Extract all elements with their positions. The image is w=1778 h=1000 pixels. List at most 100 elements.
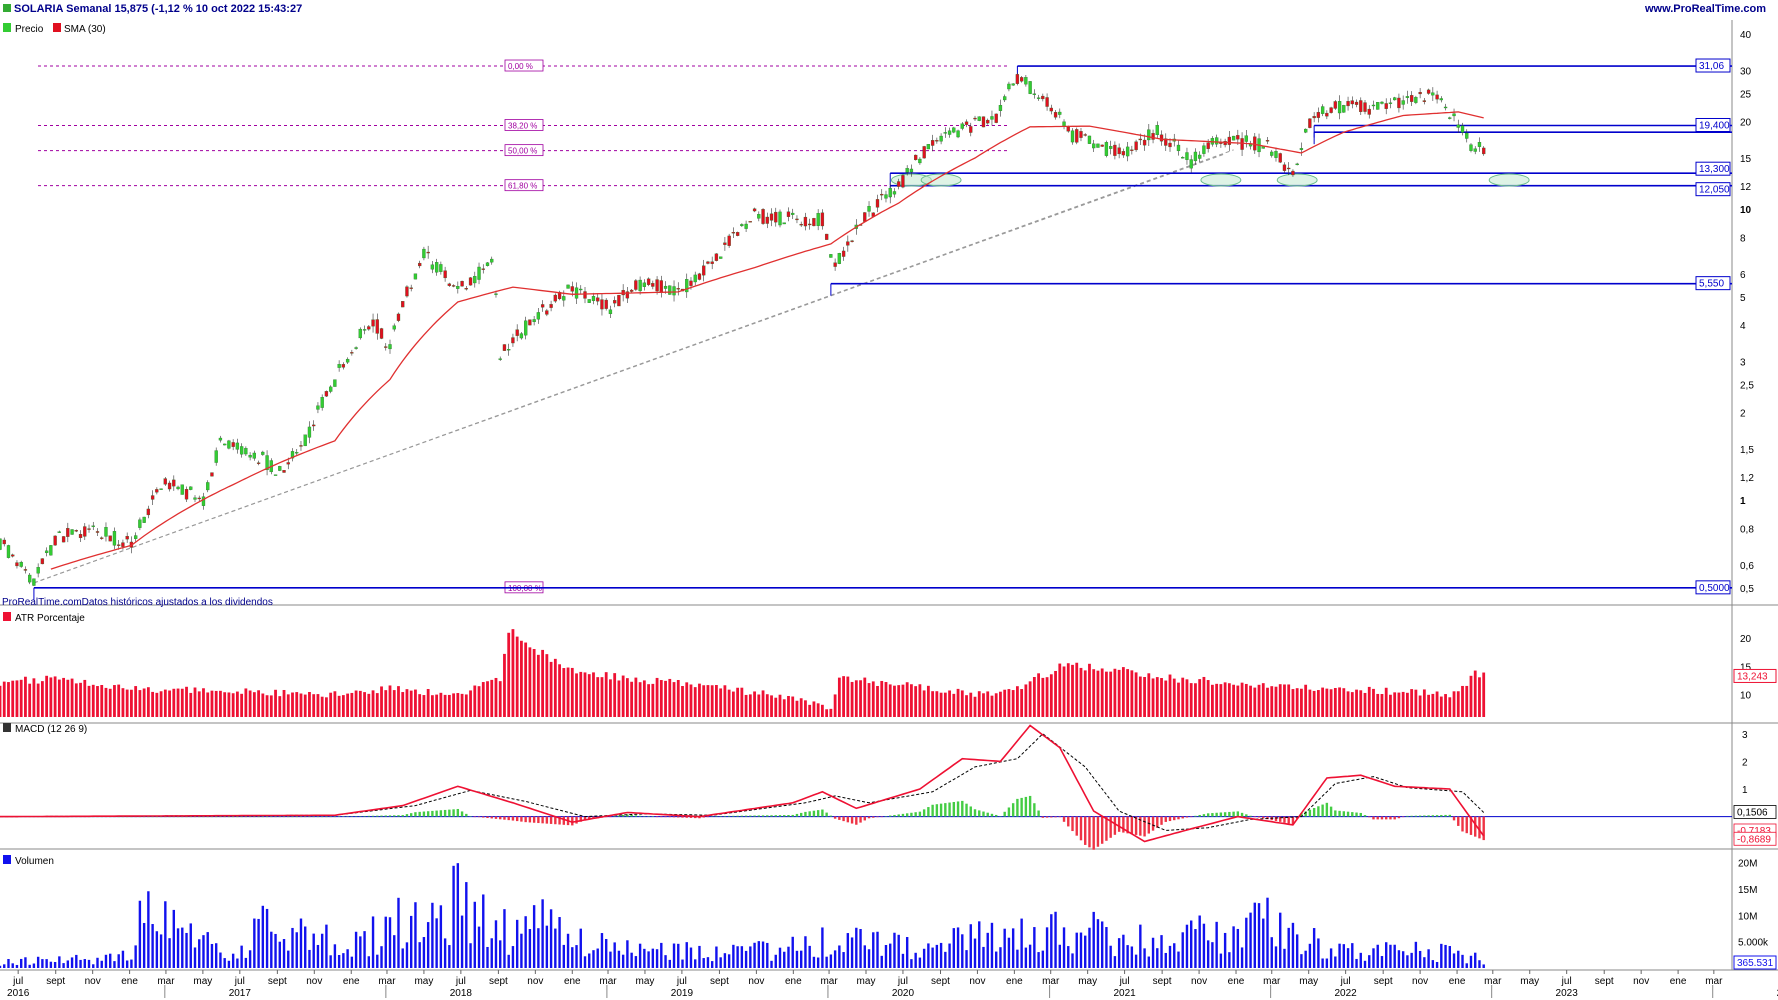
candle	[1198, 154, 1202, 159]
atr-bar	[439, 692, 443, 717]
macd-tick-label: 2	[1742, 757, 1748, 768]
volume-bar	[393, 935, 396, 968]
month-label: sept	[1374, 976, 1393, 987]
volume-bar	[1262, 918, 1265, 968]
atr-bar	[1066, 663, 1070, 717]
candle	[396, 313, 401, 321]
macd-histogram-bar	[1139, 816, 1142, 836]
candle	[981, 116, 986, 128]
year-label: 2023	[1556, 988, 1579, 999]
volume-bar	[562, 944, 566, 968]
volume-bar	[49, 961, 53, 968]
volume-bar	[295, 932, 298, 968]
atr-bar	[1422, 689, 1426, 717]
macd-histogram-bar	[494, 816, 498, 819]
volume-bar	[452, 865, 455, 968]
site-link[interactable]: www.ProRealTime.com	[1644, 3, 1766, 15]
volume-bar	[1304, 950, 1307, 968]
candle	[176, 486, 180, 490]
candle	[108, 535, 112, 542]
candle	[265, 455, 269, 471]
macd-histogram-bar	[1075, 816, 1078, 836]
volume-bar	[867, 949, 871, 968]
macd-histogram-bar	[1206, 813, 1210, 817]
atr-bar	[291, 692, 294, 717]
volume-bar	[36, 956, 40, 968]
volume-bar	[130, 959, 133, 968]
atr-bar	[859, 680, 862, 717]
candle	[1075, 129, 1079, 143]
candle	[608, 309, 613, 315]
level-label: 0,5000	[1699, 583, 1730, 594]
atr-bar	[388, 685, 392, 717]
volume-bar	[749, 946, 752, 968]
macd-histogram-bar	[1245, 814, 1248, 817]
macd-histogram-bar	[439, 810, 443, 817]
atr-bar	[193, 687, 197, 717]
atr-bar	[1155, 677, 1159, 717]
candle	[409, 287, 413, 289]
atr-bar	[257, 690, 260, 717]
volume-bar	[1168, 945, 1172, 968]
candle	[1155, 125, 1159, 136]
candle	[134, 535, 138, 539]
candle	[159, 488, 163, 490]
candle	[808, 223, 812, 226]
volume-bar	[706, 957, 710, 968]
macd-histogram-bar	[388, 815, 392, 817]
atr-bar	[57, 679, 61, 717]
volume-bar	[1122, 934, 1125, 968]
macd-histogram-bar	[142, 816, 146, 818]
macd-histogram-bar	[422, 811, 426, 817]
atr-bar	[948, 690, 951, 717]
candle	[337, 364, 341, 368]
macd-histogram-bar	[1016, 798, 1019, 817]
volume-bar	[880, 955, 883, 968]
atr-bar	[1189, 683, 1193, 717]
macd-histogram-bar	[770, 815, 773, 817]
macd-histogram-bar	[816, 810, 820, 817]
candle	[239, 446, 244, 455]
macd-histogram-bar	[630, 814, 633, 817]
volume-bar	[931, 947, 934, 968]
macd-histogram-bar	[1253, 816, 1256, 818]
atr-bar	[240, 693, 244, 717]
volume-bar	[689, 947, 693, 968]
atr-bar	[787, 695, 790, 717]
volume-bar	[1198, 915, 1201, 968]
candle	[952, 127, 956, 133]
volume-bar	[142, 922, 146, 968]
volume-bar	[838, 945, 841, 968]
atr-bar	[185, 686, 188, 717]
candle	[434, 262, 439, 273]
macd-histogram-bar	[503, 816, 506, 820]
volume-bar	[1397, 950, 1401, 968]
candle	[307, 426, 312, 438]
macd-histogram-bar	[944, 803, 947, 817]
volume-bar	[482, 894, 485, 968]
macd-histogram-bar	[371, 815, 375, 817]
volume-bar	[698, 945, 701, 968]
candle	[613, 300, 617, 304]
volume-bar	[1253, 902, 1256, 968]
volume-bar	[744, 950, 748, 968]
macd-histogram-bar	[176, 816, 180, 818]
volume-bar	[1300, 954, 1303, 968]
footnote: ProRealTime.comDatos históricos ajustado…	[2, 597, 273, 608]
atr-bar	[676, 680, 680, 717]
atr-bar	[935, 691, 939, 717]
macd-histogram-bar	[380, 815, 383, 817]
level-label: 13,300	[1699, 164, 1730, 175]
volume-bar	[1020, 918, 1023, 968]
volume-bar	[1308, 943, 1312, 968]
macd-histogram-bar	[1478, 816, 1481, 839]
chart-icon	[3, 4, 11, 12]
volume-bar	[884, 945, 888, 968]
candle	[1448, 117, 1452, 119]
candle	[515, 329, 519, 336]
macd-histogram-bar	[1117, 816, 1121, 832]
volume-bar	[168, 938, 171, 968]
candle	[1079, 131, 1083, 138]
